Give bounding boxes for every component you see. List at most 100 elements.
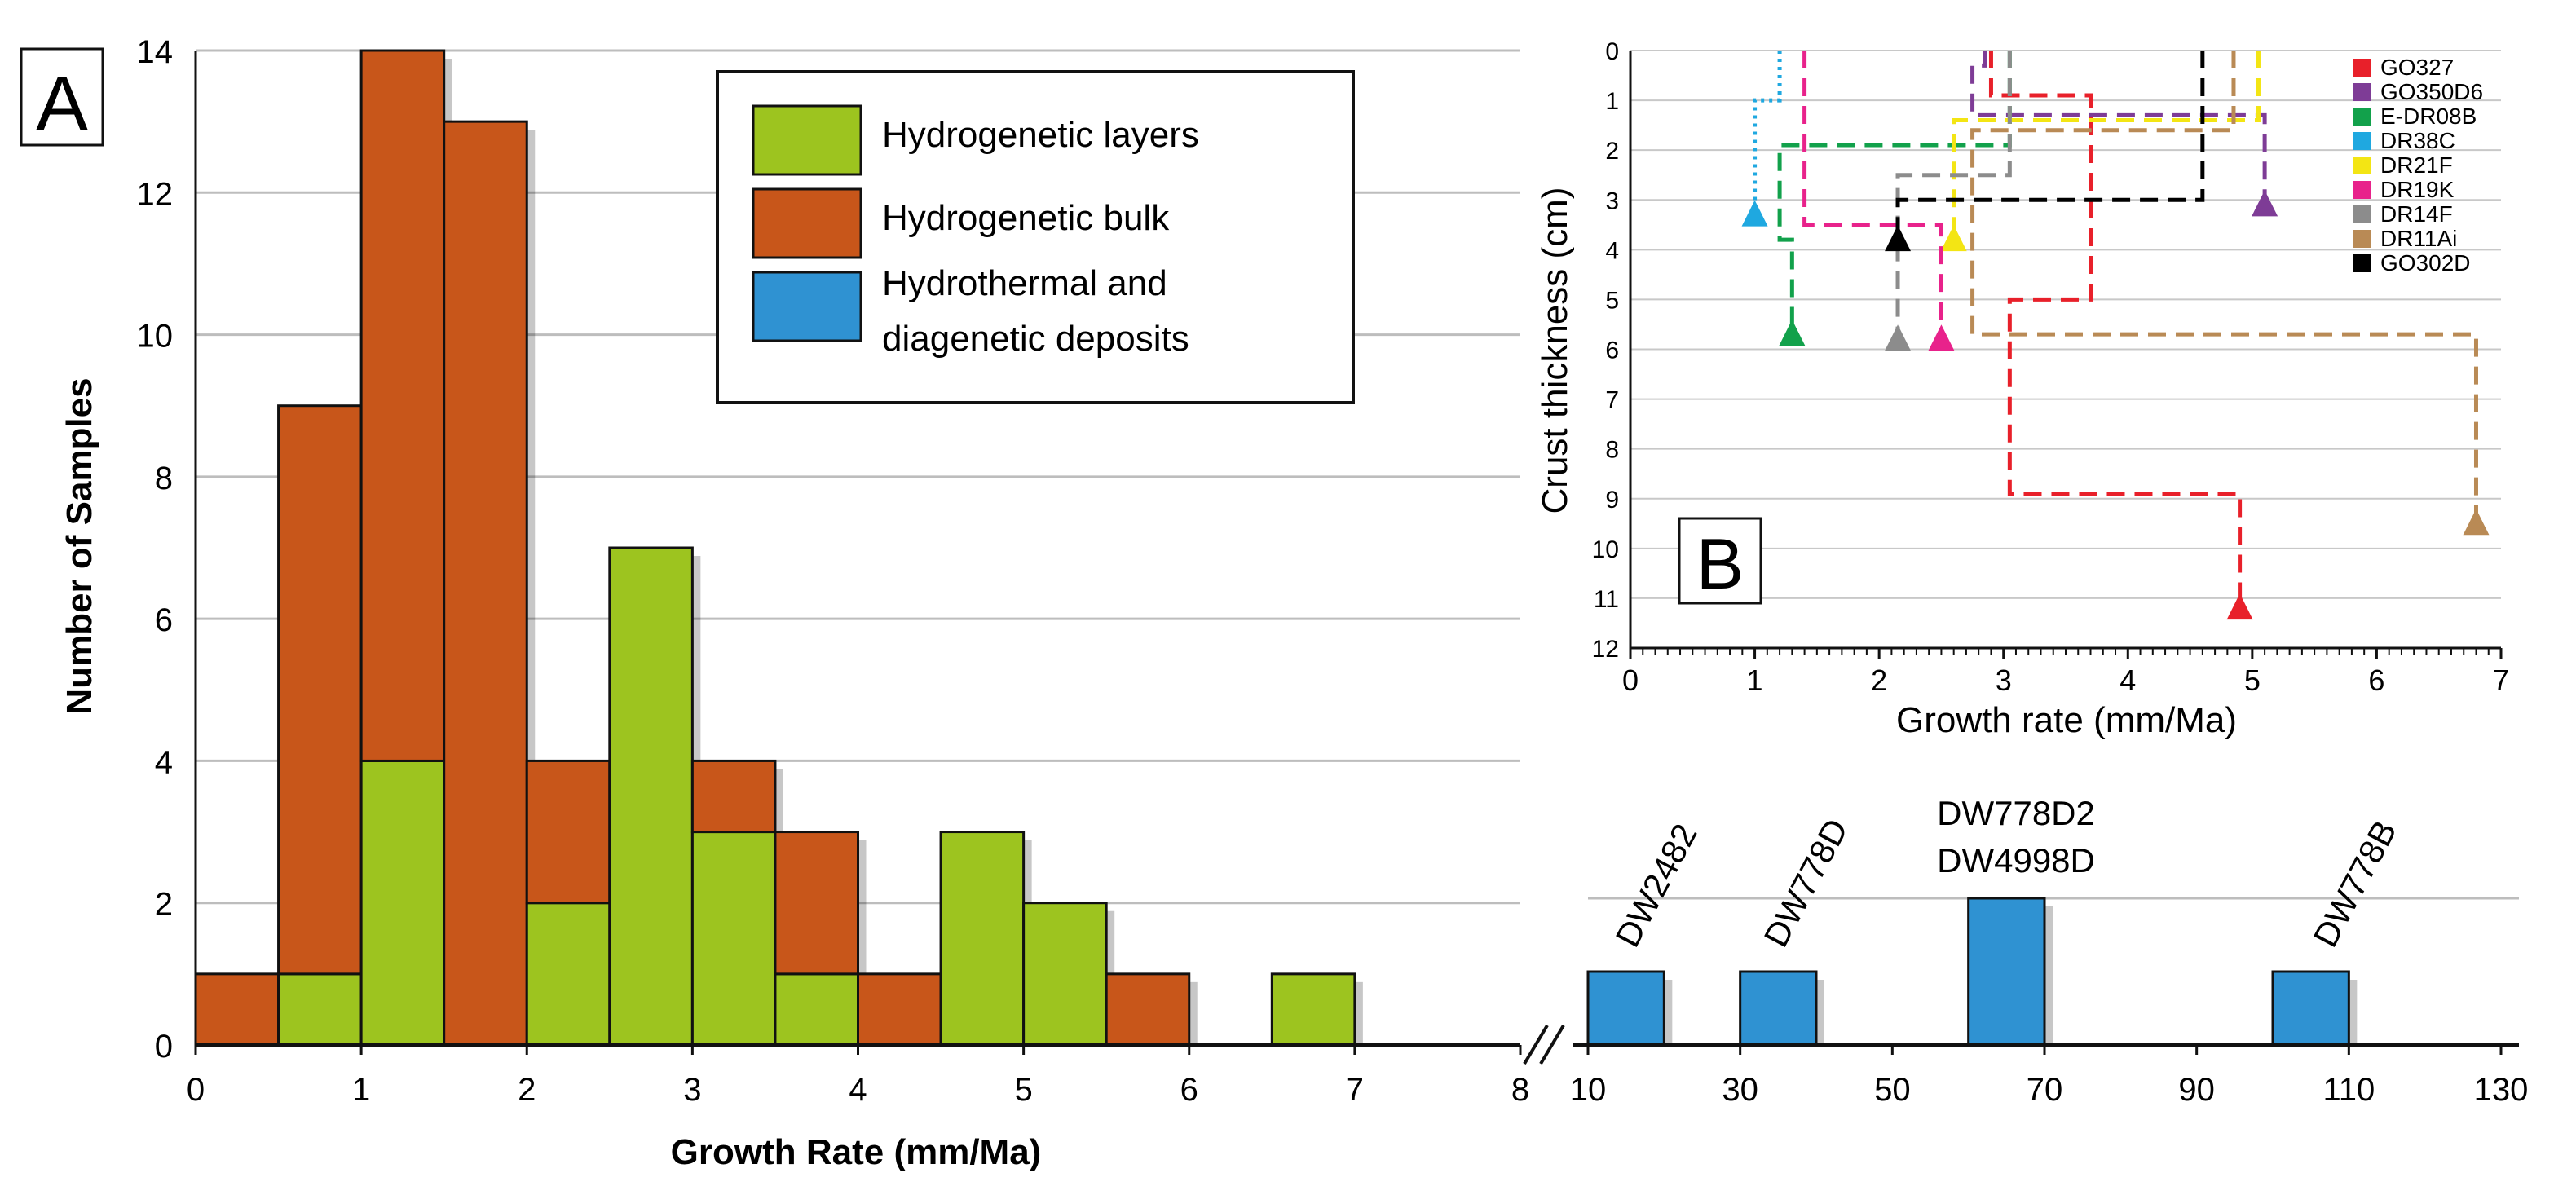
bar-layers-2 — [359, 759, 446, 1047]
break-x-tick-label: 50 — [1874, 1072, 1911, 1108]
panel-a-legend: Hydrogenetic layers Hydrogenetic bulk Hy… — [716, 70, 1355, 404]
b-x-tick-label: 5 — [2244, 664, 2261, 697]
legend-label-layers: Hydrogenetic layers — [882, 115, 1199, 155]
legend-label-hydrothermal-line2: diagenetic deposits — [882, 319, 1189, 359]
legend-swatch-GO350D6 — [2353, 83, 2371, 101]
b-y-tick-label: 5 — [1605, 287, 1619, 314]
series-line-DR11Ai — [1970, 51, 2478, 524]
bar-layers-6 — [690, 831, 777, 1047]
legend-label-DR11Ai: DR11Ai — [2380, 226, 2457, 251]
series-marker-DR38C — [1741, 200, 1768, 227]
bar-bulk-2 — [359, 49, 446, 762]
bar-layers-1 — [277, 972, 363, 1047]
legend-label-DR21F: DR21F — [2380, 152, 2453, 178]
series-marker-DR19K — [1928, 324, 1955, 351]
x-tick-label: 4 — [849, 1072, 867, 1108]
series-marker-DR21F — [1940, 225, 1967, 252]
b-y-tick-label: 0 — [1605, 38, 1619, 65]
x-tick-label: 0 — [187, 1072, 205, 1108]
series-marker-E-DR08B — [1779, 320, 1806, 346]
legend-swatch-layers — [752, 104, 862, 176]
break-bar-3 — [2271, 970, 2350, 1047]
panel-a-label-box — [20, 47, 104, 147]
series-line-GO327 — [1988, 51, 2243, 609]
panel-b-y-label: Crust thickness (cm) — [1535, 187, 1575, 514]
y-tick-label: 12 — [137, 176, 174, 212]
series-line-GO350D6 — [1970, 51, 2267, 205]
panel-b-x-label: Growth rate (mm/Ma) — [1896, 700, 2237, 740]
axis-break-mark — [1523, 1024, 1565, 1065]
break-x-tick-label: 10 — [1570, 1072, 1607, 1108]
legend-label-DR14F: DR14F — [2380, 201, 2453, 227]
b-y-tick-label: 6 — [1605, 337, 1619, 364]
b-y-tick-label: 10 — [1592, 536, 1619, 563]
break-label-dw4998d: DW4998D — [1937, 841, 2095, 880]
bar-layers-10 — [1022, 902, 1108, 1047]
break-x-tick-label: 70 — [2027, 1072, 2063, 1108]
series-marker-GO302D — [1885, 225, 1912, 252]
b-y-tick-label: 12 — [1592, 636, 1619, 663]
break-bar-1 — [1739, 970, 1818, 1047]
bar-bulk-1 — [277, 404, 363, 976]
b-y-tick-label: 8 — [1605, 437, 1619, 464]
b-y-tick-label: 2 — [1605, 138, 1619, 165]
break-x-tick-label: 110 — [2322, 1072, 2375, 1108]
b-y-tick-label: 1 — [1605, 88, 1619, 115]
legend-swatch-GO327 — [2353, 59, 2371, 77]
bar-bulk-11 — [1105, 972, 1191, 1047]
bar-bulk-8 — [857, 972, 942, 1047]
legend-swatch-hydrothermal — [752, 271, 862, 342]
y-tick-label: 2 — [155, 887, 173, 923]
b-y-tick-label: 11 — [1594, 586, 1619, 613]
panel-b-series — [1741, 51, 2490, 620]
bar-bulk-3 — [443, 120, 528, 1047]
b-x-tick-label: 6 — [2368, 664, 2384, 697]
legend-label-DR19K: DR19K — [2380, 177, 2455, 202]
x-tick-label: 5 — [1015, 1072, 1033, 1108]
break-x-ticks: 10 30 50 70 90 110 130 — [1570, 1045, 2528, 1108]
break-label-dw778b: DW778B — [2305, 814, 2403, 953]
b-x-tick-label: 4 — [2119, 664, 2136, 697]
series-marker-DR14F — [1885, 324, 1912, 351]
y-tick-label: 10 — [137, 319, 174, 355]
panel-a-x-label: Growth Rate (mm/Ma) — [671, 1132, 1042, 1172]
bar-layers-7 — [774, 972, 859, 1047]
bar-bulk-6 — [690, 759, 777, 834]
b-y-tick-label: 9 — [1605, 487, 1619, 514]
legend-swatch-DR19K — [2353, 181, 2371, 199]
panel-a-bars — [194, 49, 1363, 1047]
panel-b-label: B — [1696, 523, 1745, 604]
panel-b-label-box — [1678, 517, 1762, 605]
legend-label-GO302D: GO302D — [2380, 250, 2471, 276]
series-line-DR38C — [1753, 51, 1782, 215]
legend-swatch-GO302D — [2353, 254, 2371, 272]
series-line-E-DR08B — [1777, 51, 2012, 335]
y-tick-label: 14 — [137, 34, 174, 70]
b-y-tick-label: 3 — [1605, 187, 1619, 214]
x-tick-label: 6 — [1180, 1072, 1198, 1108]
break-bar-2 — [1967, 897, 2046, 1047]
b-y-tick-label: 4 — [1605, 237, 1619, 264]
legend-label-DR38C: DR38C — [2380, 128, 2455, 153]
panel-b-legend: GO327GO350D6E-DR08BDR38CDR21FDR19KDR14FD… — [2353, 55, 2483, 276]
legend-label-GO350D6: GO350D6 — [2380, 79, 2483, 104]
break-x-tick-label: 30 — [1722, 1072, 1758, 1108]
legend-label-hydrothermal-line1: Hydrothermal and — [882, 263, 1167, 303]
x-tick-label: 2 — [518, 1072, 536, 1108]
bar-layers-12 — [1270, 972, 1356, 1047]
series-line-DR21F — [1952, 51, 2261, 240]
panel-a-y-ticks: 0 2 4 6 8 10 12 14 — [137, 34, 174, 1065]
bar-bulk-0 — [194, 972, 280, 1047]
y-tick-label: 4 — [155, 744, 173, 780]
panel-a-break-section: 10 30 50 70 90 110 130 DW2482 DW778D DW778D2 D… — [1570, 794, 2529, 1108]
break-label-dw778d2: DW778D2 — [1937, 794, 2095, 832]
b-y-tick-label: 7 — [1605, 387, 1619, 414]
bar-layers-9 — [939, 831, 1026, 1047]
b-x-tick-label: 0 — [1622, 664, 1639, 697]
b-x-tick-label: 1 — [1747, 664, 1763, 697]
legend-swatch-E-DR08B — [2353, 108, 2371, 126]
series-marker-DR11Ai — [2463, 509, 2490, 536]
